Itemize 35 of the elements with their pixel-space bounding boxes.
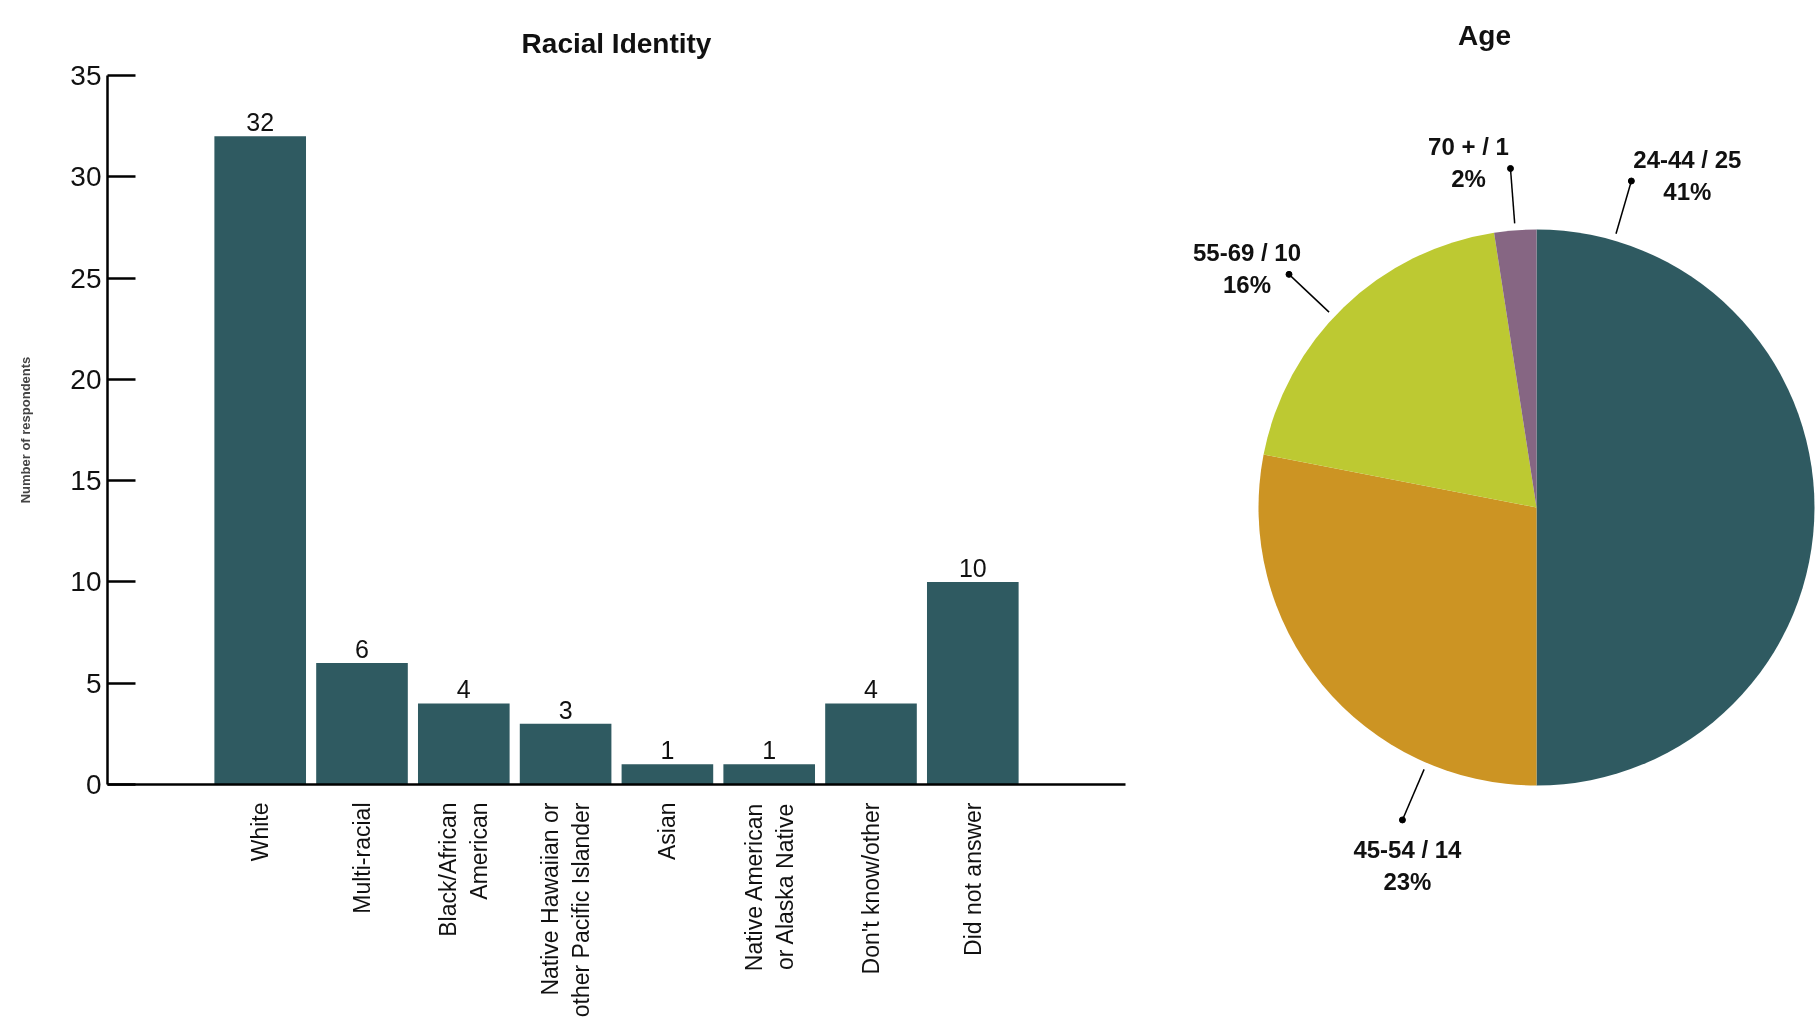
- data-label: 1: [762, 736, 777, 765]
- chart-title: Racial Identity: [521, 27, 712, 59]
- data-label: 6: [355, 634, 369, 663]
- y-tick-label: 15: [70, 465, 102, 497]
- x-tick-label: Asian: [654, 802, 681, 861]
- data-label: 4: [864, 675, 879, 704]
- y-tick-label: 30: [70, 161, 102, 193]
- x-tick-label: White: [247, 802, 274, 862]
- y-tick-label: 20: [70, 363, 102, 395]
- slice-label: 45-54 / 14: [1353, 836, 1463, 864]
- data-label: 32: [246, 108, 275, 137]
- x-tick-label: Don't know/other: [858, 802, 884, 975]
- slice-label: 70 + / 1: [1428, 133, 1509, 160]
- data-label: 2%: [1451, 165, 1486, 192]
- y-tick-label: 35: [70, 60, 102, 91]
- y-tick-label: 25: [70, 262, 102, 294]
- data-label: 10: [958, 553, 987, 582]
- data-label: 16%: [1222, 270, 1272, 298]
- x-tick-label: Native Hawaiian or other Pacific Islander: [537, 802, 595, 1018]
- y-tick-label: 5: [85, 667, 102, 699]
- chart-title: Age: [1458, 19, 1511, 51]
- y-tick-label: 10: [70, 566, 102, 598]
- x-tick-label: Multi-racial: [349, 802, 375, 914]
- y-tick-label: 0: [85, 769, 102, 800]
- x-tick-label: Black/African American: [435, 802, 493, 937]
- data-label: 41%: [1663, 177, 1712, 205]
- data-label: 1: [660, 736, 675, 765]
- y-axis-title: Number of respondents: [18, 356, 34, 504]
- data-label: 4: [456, 675, 471, 704]
- data-label: 3: [558, 695, 573, 724]
- slice-label: 24-44 / 25: [1633, 145, 1742, 173]
- x-tick-label: Native American or Alaska Native: [740, 803, 798, 972]
- data-label: 23%: [1383, 868, 1432, 896]
- slice-label: 55-69 / 10: [1192, 238, 1302, 266]
- x-tick-label: Did not answer: [959, 802, 986, 956]
